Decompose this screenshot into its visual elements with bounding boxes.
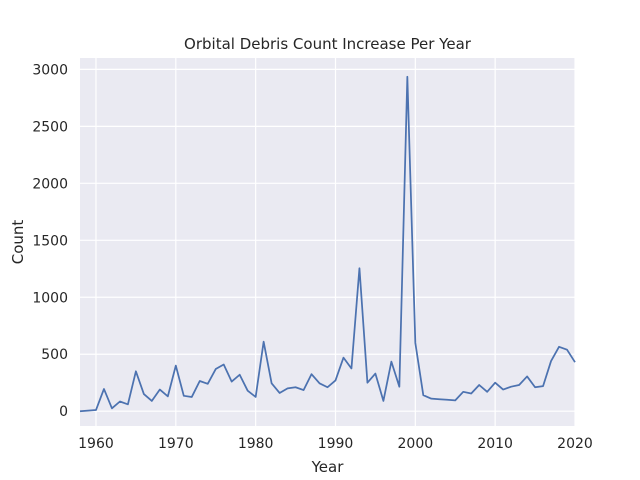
x-tick-label: 2020: [557, 436, 593, 452]
y-tick-label: 1000: [32, 290, 68, 306]
x-axis-label: Year: [311, 458, 345, 476]
y-tick-label: 0: [59, 404, 68, 420]
y-axis-label: Count: [9, 220, 27, 265]
x-tick-label: 2010: [477, 436, 513, 452]
x-grid: [95, 58, 576, 426]
data-points: [79, 76, 576, 412]
x-tick-label: 1960: [78, 436, 114, 452]
y-tick-label: 1500: [32, 233, 68, 249]
y-grid: [80, 68, 575, 412]
x-tick-label: 1980: [238, 436, 274, 452]
x-tick-label: 1970: [158, 436, 194, 452]
y-tick-label: 3000: [32, 62, 68, 78]
y-tick-label: 2000: [32, 176, 68, 192]
x-tick-labels: 1960 1970 1980 1990 2000 2010 2020: [78, 436, 593, 452]
y-tick-label: 500: [41, 347, 68, 363]
y-tick-label: 2500: [32, 119, 68, 135]
x-tick-label: 1990: [318, 436, 354, 452]
chart-title: Orbital Debris Count Increase Per Year: [184, 35, 472, 53]
plot-background: [80, 58, 575, 426]
y-tick-labels: 0 500 1000 1500 2000 2500 3000: [32, 62, 68, 420]
x-tick-label: 2000: [398, 436, 434, 452]
